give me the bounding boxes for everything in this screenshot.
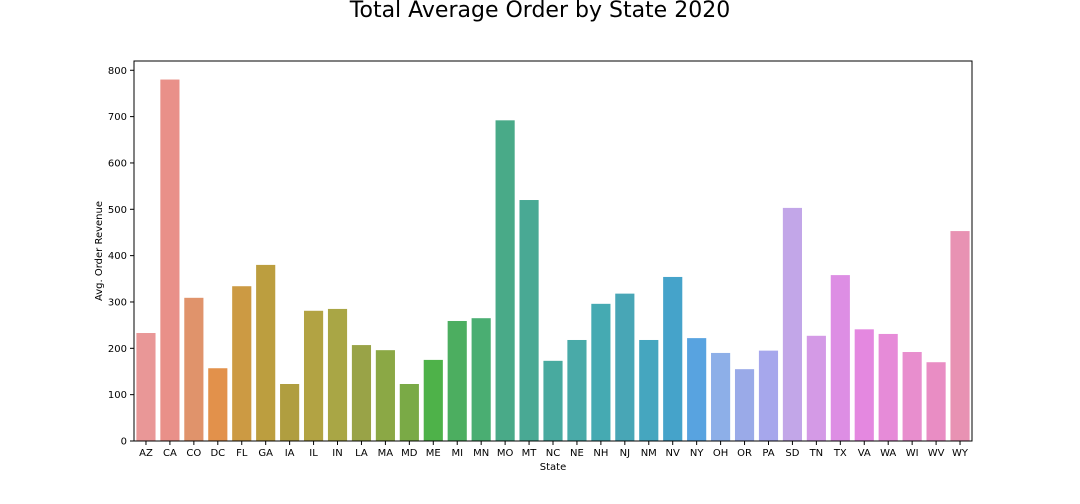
- bar-ma: [375, 350, 395, 441]
- bar-va: [854, 329, 874, 441]
- x-tick-label: GA: [258, 448, 273, 459]
- y-tick-label: 200: [108, 344, 127, 355]
- x-tick-label: MD: [401, 448, 418, 459]
- bar-in: [327, 308, 348, 441]
- x-tick-label: NH: [593, 448, 608, 459]
- bars-group: [136, 79, 970, 441]
- bar-or: [734, 369, 755, 441]
- x-tick-label: AZ: [139, 448, 153, 459]
- y-tick-label: 400: [108, 251, 127, 262]
- bar-oh: [711, 352, 731, 441]
- bar-mi: [447, 320, 467, 441]
- x-tick-label: NV: [666, 448, 680, 459]
- x-tick-label: LA: [355, 448, 368, 459]
- bar-mo: [495, 120, 515, 441]
- y-tick-label: 600: [108, 158, 127, 169]
- x-tick-label: VA: [858, 448, 871, 459]
- bar-la: [351, 345, 372, 441]
- y-axis: 0 100 200 300 400 500 600 700 800: [108, 66, 134, 448]
- bar-wa: [878, 333, 898, 441]
- x-tick-label: ME: [426, 448, 441, 459]
- x-tick-label: MN: [473, 448, 489, 459]
- bar-nc: [543, 360, 563, 441]
- x-tick-label: IL: [309, 448, 318, 459]
- x-tick-label: MI: [451, 448, 463, 459]
- bar-mn: [471, 318, 491, 441]
- bar-nj: [615, 293, 635, 441]
- y-axis-label: Avg. Order Revenue: [94, 201, 105, 301]
- bar-tx: [830, 275, 850, 441]
- x-tick-label: NC: [546, 448, 560, 459]
- bar-fl: [232, 286, 252, 441]
- x-tick-label: CA: [163, 448, 177, 459]
- x-tick-label: FL: [236, 448, 248, 459]
- bar-ny: [687, 338, 707, 441]
- x-tick-label: IN: [332, 448, 342, 459]
- chart-title: Total Average Order by State 2020: [349, 0, 730, 23]
- bar-wi: [902, 352, 922, 441]
- bar-wv: [926, 362, 946, 441]
- bar-co: [184, 297, 204, 441]
- bar-me: [423, 359, 443, 441]
- x-tick-label: TN: [809, 448, 824, 459]
- x-tick-label: WA: [880, 448, 896, 459]
- bar-dc: [208, 368, 228, 441]
- x-tick-label: MA: [378, 448, 394, 459]
- x-tick-label: NJ: [620, 448, 630, 459]
- x-tick-label: OR: [737, 448, 752, 459]
- bar-ca: [160, 79, 180, 441]
- x-tick-label: NE: [570, 448, 584, 459]
- y-tick-label: 500: [108, 205, 127, 216]
- x-axis: AZ CA CO DC FL GA IA IL IN LA MA MD ME MI MN MO MT NC NE NH…: [139, 441, 969, 459]
- bar-nh: [591, 303, 611, 441]
- x-tick-label: MT: [522, 448, 538, 459]
- y-tick-label: 100: [108, 390, 127, 401]
- bar-nv: [663, 276, 683, 441]
- x-axis-label: State: [540, 462, 566, 473]
- bar-wy: [950, 231, 970, 441]
- x-tick-label: OH: [713, 448, 728, 459]
- x-tick-label: NM: [641, 448, 657, 459]
- bar-ia: [280, 384, 300, 441]
- x-tick-label: TX: [833, 448, 847, 459]
- y-tick-label: 300: [108, 297, 127, 308]
- x-tick-label: SD: [785, 448, 799, 459]
- bar-ne: [567, 339, 587, 441]
- x-tick-label: NY: [690, 448, 704, 459]
- bar-md: [399, 384, 419, 441]
- x-tick-label: WI: [906, 448, 919, 459]
- bar-nm: [639, 339, 659, 441]
- x-tick-label: WV: [928, 448, 945, 459]
- bar-ga: [256, 264, 276, 441]
- bar-il: [303, 310, 324, 441]
- x-tick-label: CO: [186, 448, 201, 459]
- bar-sd: [782, 207, 802, 441]
- y-tick-label: 0: [121, 437, 127, 448]
- x-tick-label: WY: [952, 448, 969, 459]
- x-tick-label: IA: [285, 448, 295, 459]
- x-tick-label: PA: [762, 448, 774, 459]
- bar-pa: [758, 350, 779, 441]
- bar-az: [136, 333, 156, 441]
- x-tick-label: MO: [497, 448, 514, 459]
- x-tick-label: DC: [210, 448, 225, 459]
- bar-mt: [519, 200, 539, 441]
- y-tick-label: 700: [108, 112, 127, 123]
- plot-frame: [133, 60, 973, 442]
- bar-tn: [806, 335, 826, 441]
- y-tick-label: 800: [108, 66, 127, 77]
